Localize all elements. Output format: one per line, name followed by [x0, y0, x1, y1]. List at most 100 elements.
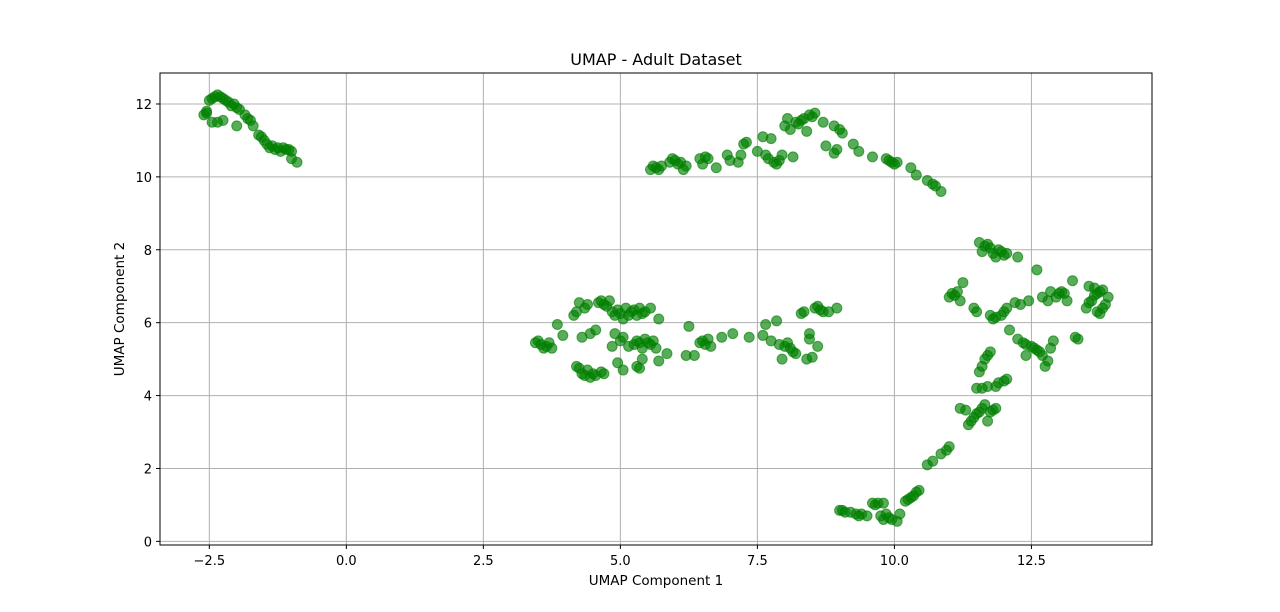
data-point [727, 328, 739, 340]
data-point [1004, 324, 1016, 336]
data-point [590, 324, 602, 336]
data-point [984, 346, 996, 358]
data-point [661, 348, 673, 360]
data-point [982, 380, 994, 392]
data-point [982, 415, 994, 427]
data-point [702, 153, 714, 165]
data-point [740, 136, 752, 148]
data-point [612, 357, 624, 369]
data-point [954, 295, 966, 307]
data-point [705, 340, 717, 352]
data-point [683, 320, 695, 332]
y-tick-label: 2 [144, 462, 152, 477]
data-point [1061, 295, 1073, 307]
x-tick-label: 10.0 [880, 554, 909, 569]
y-tick-label: 0 [144, 535, 152, 550]
data-point [1012, 251, 1024, 263]
data-point [557, 329, 569, 341]
data-point [743, 331, 755, 343]
data-point [866, 151, 878, 163]
data-point [828, 147, 840, 159]
data-point [1047, 335, 1059, 347]
data-point [817, 116, 829, 128]
data-point [820, 140, 832, 152]
data-point [861, 510, 873, 522]
data-point [680, 160, 692, 172]
plot-frame [159, 72, 1153, 546]
data-point [776, 353, 788, 365]
data-point [735, 149, 747, 161]
data-point [798, 306, 810, 318]
data-point [787, 151, 799, 163]
data-point [831, 302, 843, 314]
data-point [1023, 295, 1035, 307]
data-point [291, 156, 303, 168]
data-point [1001, 302, 1013, 314]
y-axis-label: UMAP Component 2 [112, 242, 128, 376]
chart-title: UMAP - Adult Dataset [570, 50, 741, 69]
data-point [812, 340, 824, 352]
data-point [853, 145, 865, 157]
data-point [617, 364, 629, 376]
x-tick-label: 12.5 [1017, 554, 1046, 569]
data-point [771, 315, 783, 327]
data-point [551, 318, 563, 330]
data-point [653, 313, 665, 325]
data-point [201, 105, 213, 117]
y-tick-label: 8 [144, 244, 152, 259]
data-point [776, 149, 788, 161]
x-tick-label: −2.5 [194, 554, 226, 569]
data-point [603, 295, 615, 307]
data-point [760, 318, 772, 330]
y-tick-label: 10 [135, 171, 152, 186]
data-point [790, 348, 802, 360]
data-point [935, 185, 947, 197]
data-point [836, 127, 848, 139]
data-point [803, 328, 815, 340]
data-point [971, 306, 983, 318]
data-point [598, 368, 610, 380]
x-axis-ticks: −2.5 0.0 2.5 5.0 7.5 10.0 12.5 [194, 545, 1046, 569]
data-points [198, 89, 1114, 527]
data-point [606, 340, 618, 352]
data-point [1031, 264, 1043, 276]
data-point [960, 404, 972, 416]
data-point [1020, 349, 1032, 361]
data-point [247, 120, 259, 132]
data-point [957, 277, 969, 289]
data-point [231, 120, 243, 132]
data-point [546, 342, 558, 354]
data-point [905, 162, 917, 174]
data-point [765, 133, 777, 145]
x-tick-label: 0.0 [336, 554, 357, 569]
data-point [877, 497, 889, 509]
data-point [877, 513, 889, 525]
data-point [716, 331, 728, 343]
data-point [990, 402, 1002, 414]
x-tick-label: 2.5 [473, 554, 494, 569]
data-point [650, 342, 662, 354]
data-point [1088, 282, 1100, 294]
data-point [847, 138, 859, 150]
data-point [801, 125, 813, 137]
data-point [1067, 275, 1079, 287]
data-point [979, 399, 991, 411]
data-point [217, 114, 229, 126]
data-point [581, 298, 593, 310]
data-point [1042, 355, 1054, 367]
data-point [653, 355, 665, 367]
data-point [927, 455, 939, 467]
data-point [894, 508, 906, 520]
data-point [809, 107, 821, 119]
data-point [910, 169, 922, 181]
y-axis-ticks: 0 2 4 6 8 10 12 [135, 98, 160, 550]
y-tick-label: 6 [144, 317, 152, 332]
data-point [1001, 373, 1013, 385]
data-point [951, 286, 963, 298]
data-point [943, 441, 955, 453]
y-tick-label: 12 [135, 98, 152, 113]
x-tick-label: 7.5 [747, 554, 768, 569]
y-tick-label: 4 [144, 390, 152, 405]
data-point [710, 162, 722, 174]
